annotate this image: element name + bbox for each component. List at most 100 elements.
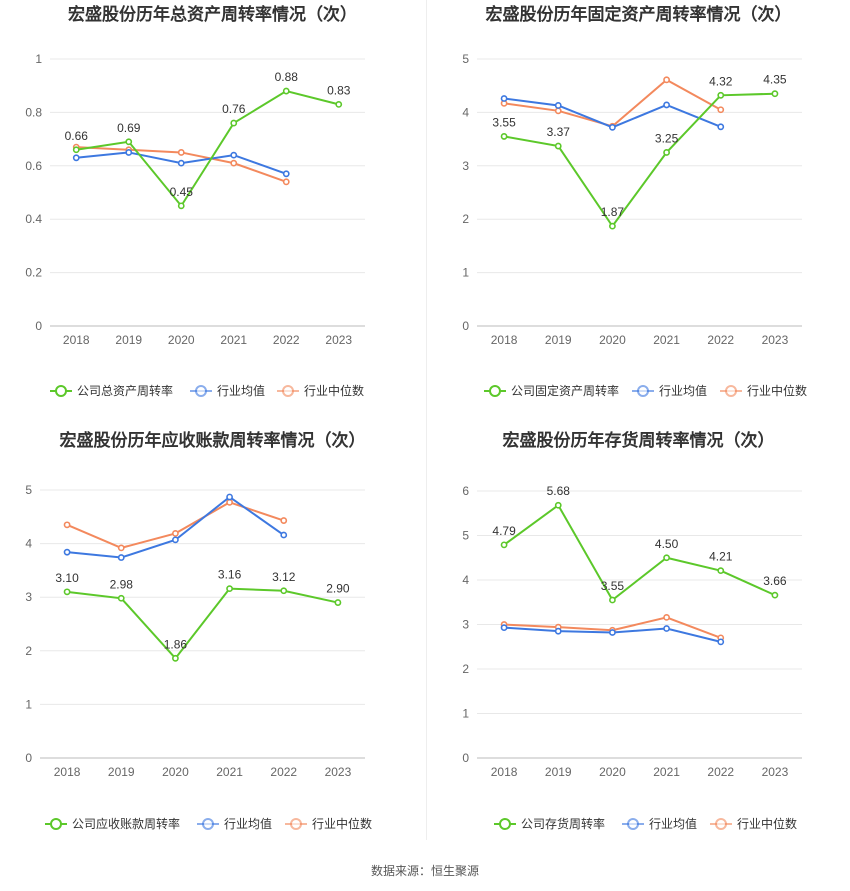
legend-marker-icon — [282, 385, 294, 397]
x-tick-label: 2023 — [325, 333, 352, 347]
data-point — [554, 102, 562, 109]
data-point — [554, 107, 562, 115]
legend-item[interactable]: 行业中位数 — [285, 816, 372, 831]
data-point — [280, 587, 288, 595]
x-tick-label: 2021 — [216, 765, 243, 779]
data-point — [609, 629, 616, 636]
y-tick-label: 3 — [25, 590, 32, 604]
x-tick-label: 2020 — [599, 765, 626, 779]
data-point — [282, 170, 290, 178]
series-line — [66, 587, 339, 660]
data-label: 4.32 — [709, 74, 733, 88]
x-tick-label: 2020 — [162, 765, 189, 779]
data-point — [177, 149, 185, 156]
legend-label: 行业均值 — [649, 816, 697, 831]
y-tick-label: 0 — [35, 319, 42, 333]
y-tick-label: 5 — [462, 52, 469, 66]
y-tick-label: 0.8 — [25, 105, 42, 119]
legend-label: 行业中位数 — [312, 816, 372, 831]
panel-divider — [426, 0, 427, 840]
data-point — [554, 142, 562, 150]
chart-3-svg: 宏盛股份历年存货周转率情况（次） 0 1 2 3 4 5 6 2018 2019 2020 2021 2… — [462, 430, 802, 831]
legend-item[interactable]: 行业均值 — [622, 816, 697, 831]
data-point — [663, 149, 670, 156]
data-point — [117, 594, 125, 602]
data-label: 1.86 — [164, 637, 188, 651]
data-point — [230, 159, 238, 167]
x-tick-label: 2018 — [491, 333, 518, 347]
legend-item[interactable]: 行业中位数 — [720, 383, 807, 398]
data-point — [771, 90, 779, 98]
data-point — [177, 202, 185, 210]
legend-item[interactable]: 行业中位数 — [710, 816, 797, 831]
legend-marker-icon — [715, 818, 727, 830]
data-label: 3.16 — [218, 568, 242, 582]
x-tick-label: 2021 — [220, 333, 247, 347]
x-tick-label: 2021 — [653, 765, 680, 779]
data-point — [117, 544, 125, 552]
data-point — [717, 106, 725, 114]
legend-label: 行业均值 — [659, 383, 707, 398]
data-label: 4.50 — [655, 537, 679, 551]
legend-marker-icon — [195, 385, 207, 397]
x-tick-label: 2020 — [599, 333, 626, 347]
series-line — [66, 495, 285, 559]
data-point — [226, 498, 233, 506]
data-point — [609, 222, 616, 230]
x-tick-label: 2018 — [54, 765, 81, 779]
data-label: 3.25 — [655, 131, 679, 145]
legend-label: 行业均值 — [217, 383, 265, 398]
x-tick-label: 2022 — [707, 765, 734, 779]
legend-marker-icon — [290, 818, 302, 830]
legend-item[interactable]: 行业均值 — [632, 383, 707, 398]
data-point — [717, 123, 725, 131]
legend-item[interactable]: 公司固定资产周转率 — [484, 383, 619, 398]
x-tick-label: 2019 — [545, 765, 572, 779]
chart-inventory-turnover: 宏盛股份历年存货周转率情况（次） 0 1 2 3 4 5 6 2018 2019 2020 2021 2… — [427, 428, 850, 848]
legend-label: 公司应收账款周转率 — [72, 816, 180, 831]
y-tick-label: 0.2 — [25, 266, 42, 280]
data-point — [717, 567, 725, 575]
data-label: 0.83 — [327, 83, 351, 97]
data-label: 4.35 — [763, 73, 787, 87]
legend-label: 行业中位数 — [304, 383, 364, 398]
data-point — [500, 624, 508, 632]
chart-total-asset-turnover: 宏盛股份历年总资产周转率情况（次） 0 0.2 0.4 0.6 0.8 1 2018 2019 2… — [0, 0, 425, 420]
data-label: 0.88 — [275, 70, 299, 84]
series-line — [503, 503, 776, 602]
data-point — [663, 625, 670, 632]
legend-item[interactable]: 公司总资产周转率 — [50, 383, 173, 398]
legend-item[interactable]: 行业均值 — [197, 816, 272, 831]
y-tick-label: 0.4 — [25, 212, 42, 226]
data-label: 4.79 — [492, 524, 516, 538]
x-tick-label: 2023 — [762, 765, 789, 779]
legend-item[interactable]: 行业均值 — [190, 383, 265, 398]
legend-marker-icon — [50, 818, 62, 830]
data-label: 0.69 — [117, 121, 141, 135]
data-point — [72, 154, 80, 162]
legend-item[interactable]: 公司应收账款周转率 — [45, 816, 180, 831]
legend-marker-icon — [637, 385, 649, 397]
data-point — [172, 654, 179, 662]
x-tick-label: 2019 — [108, 765, 135, 779]
y-tick-label: 2 — [462, 662, 469, 676]
legend-label: 行业均值 — [224, 816, 272, 831]
legend-item[interactable]: 行业中位数 — [277, 383, 364, 398]
data-label: 1.87 — [601, 205, 625, 219]
y-tick-label: 4 — [25, 537, 32, 551]
y-tick-label: 4 — [462, 573, 469, 587]
x-tick-label: 2022 — [270, 765, 297, 779]
data-point — [663, 76, 670, 84]
data-point — [72, 146, 80, 154]
x-tick-label: 2023 — [762, 333, 789, 347]
legend-marker-icon — [202, 818, 214, 830]
chart-fixed-asset-turnover: 宏盛股份历年固定资产周转率情况（次） 0 1 2 3 4 5 2018 2019 2020 2021… — [427, 0, 850, 420]
data-label: 0.45 — [170, 185, 194, 199]
data-point — [334, 599, 342, 606]
y-tick-label: 5 — [462, 529, 469, 543]
legend-item[interactable]: 公司存货周转率 — [494, 816, 605, 831]
legend-marker-icon — [55, 385, 67, 397]
data-label: 3.37 — [547, 125, 571, 139]
legend-label: 公司固定资产周转率 — [511, 383, 619, 398]
data-point — [771, 591, 779, 599]
